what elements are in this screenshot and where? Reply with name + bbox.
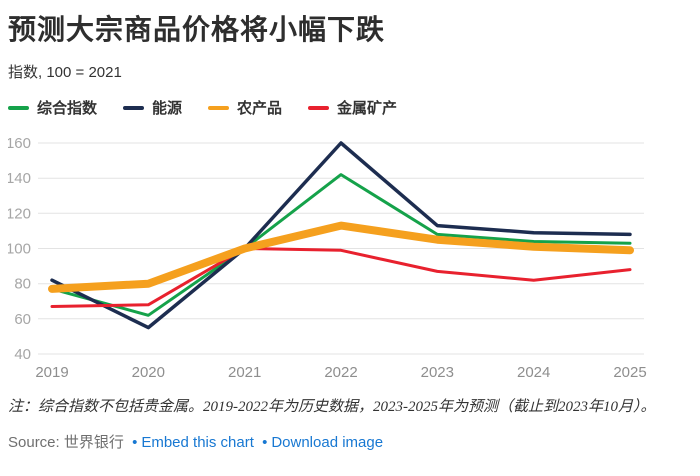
separator-bullet: • [262,433,268,451]
download-image-link[interactable]: Download image [271,433,384,451]
x-tick-label: 2020 [132,364,165,381]
x-tick-label: 2022 [324,364,357,381]
y-tick-label: 120 [8,205,31,222]
chart-legend: 综合指数 能源 农产品 金属矿产 [8,99,700,117]
chart-subtitle: 指数, 100 = 2021 [8,63,122,81]
chart-note: 注：综合指数不包括贵金属。2019-2022年为历史数据，2023-2025年为… [8,398,656,415]
y-tick-label: 60 [14,310,31,327]
y-tick-label: 160 [8,135,31,152]
source-name: 世界银行 [63,433,124,451]
legend-swatch-metals [308,105,330,110]
legend-item-agriculture: 农产品 [208,97,282,118]
series-line [48,221,634,293]
legend-label-agriculture: 农产品 [237,100,283,118]
y-tick-label: 40 [14,346,31,363]
legend-item-composite: 综合指数 [8,97,97,118]
line-chart: 40 60 80 100 120 140 160 2019 2020 2021 2022 2023 20… [8,130,700,385]
y-tick-label: 80 [14,275,31,292]
chart-svg: 40 60 80 100 120 140 160 2019 2020 2021 2022 2023 20… [8,135,647,381]
x-tick-label: 2025 [613,364,646,381]
legend-label-metals: 金属矿产 [337,100,398,118]
series-line [50,246,632,308]
separator-bullet: • [132,433,138,451]
x-tick-label: 2019 [35,364,68,381]
x-tick-label: 2024 [517,364,550,381]
x-tick-label: 2023 [421,364,454,381]
legend-label-composite: 综合指数 [37,100,98,118]
series-line [50,140,632,329]
legend-swatch-agriculture [208,105,230,110]
legend-label-energy: 能源 [152,100,183,118]
legend-item-metals: 金属矿产 [308,97,397,118]
x-tick-label: 2021 [228,364,261,381]
page-title: 预测大宗商品价格将小幅下跌 [8,15,386,46]
source-row: Source: 世界银行 • Embed this chart • Download… [8,431,700,452]
y-tick-label: 100 [8,240,31,257]
y-tick-label: 140 [8,170,31,187]
series-line [50,172,632,317]
legend-item-energy: 能源 [123,97,182,118]
embed-chart-link[interactable]: Embed this chart [141,433,254,451]
legend-swatch-composite [8,105,29,110]
source-label: Source: [8,433,60,451]
legend-swatch-energy [123,105,145,110]
